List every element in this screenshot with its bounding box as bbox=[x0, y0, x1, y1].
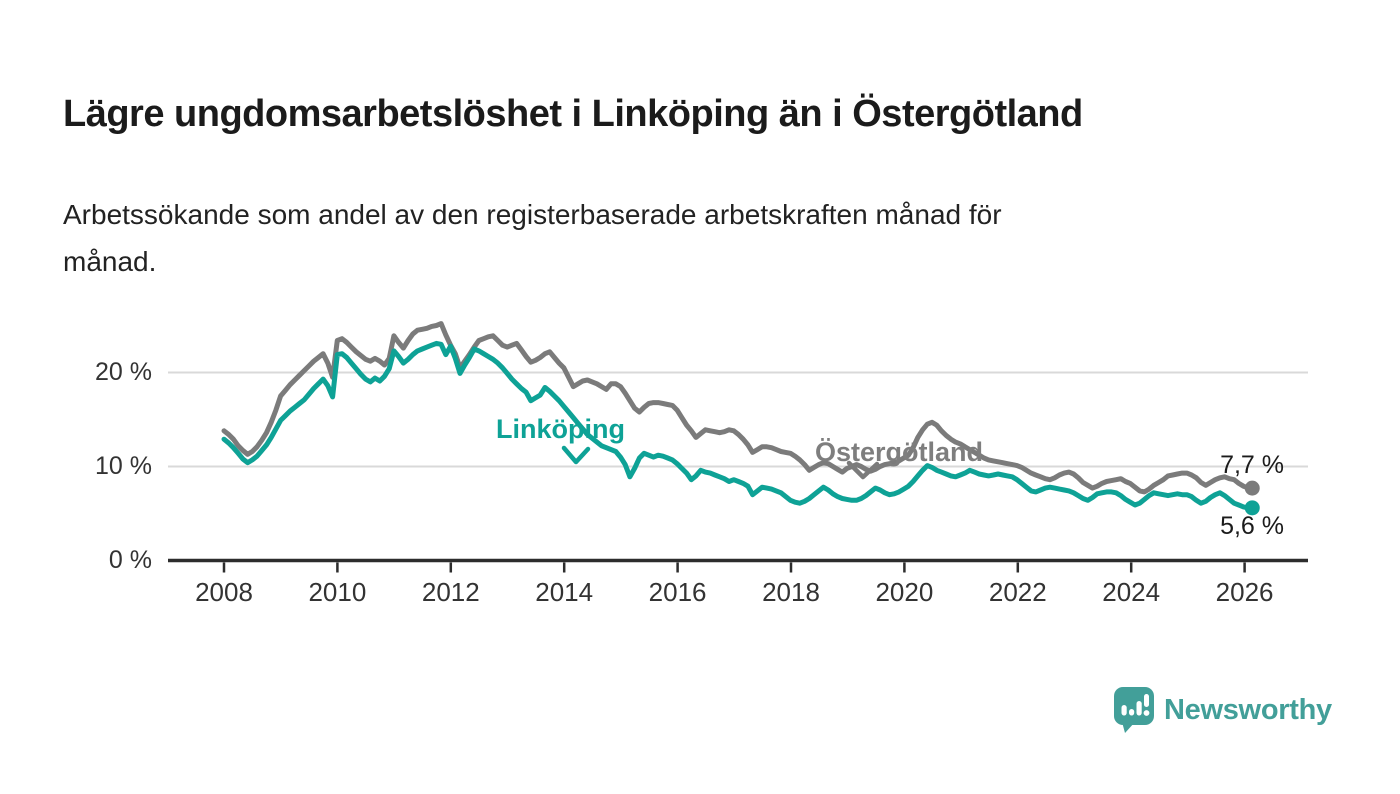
x-axis-tick-label: 2022 bbox=[988, 577, 1047, 607]
x-axis-tick-label: 2016 bbox=[648, 577, 707, 607]
x-axis-tick-label: 2014 bbox=[535, 577, 594, 607]
y-axis-tick-label: 0 % bbox=[108, 545, 152, 574]
linkoping-label-arrow-icon bbox=[561, 445, 591, 465]
newsworthy-wordmark: Newsworthy bbox=[1164, 693, 1332, 726]
series-label-linkoping: Linköping bbox=[496, 414, 625, 444]
y-axis-tick-label: 10 % bbox=[95, 451, 152, 480]
end-dot-linkoping bbox=[1244, 500, 1260, 516]
x-axis-tick-label: 2018 bbox=[762, 577, 820, 607]
x-axis-tick-label: 2020 bbox=[875, 577, 934, 607]
ostergotland-label-arrow-icon bbox=[846, 460, 880, 480]
x-axis-tick-label: 2024 bbox=[1102, 577, 1161, 607]
newsworthy-speech-bubble-bar-chart-icon bbox=[1114, 687, 1154, 733]
chart-title: Lägre ungdomsarbetslöshet i Linköping än… bbox=[63, 93, 1083, 136]
series-line-ostergotland bbox=[221, 321, 1251, 495]
x-axis-tick-label: 2008 bbox=[195, 577, 253, 607]
x-axis-tick-label: 2010 bbox=[308, 577, 367, 607]
x-axis-tick-label: 2026 bbox=[1215, 577, 1274, 607]
end-value-label-ostergotland: 7,7 % bbox=[1220, 451, 1284, 479]
newsworthy-logo: Newsworthy bbox=[1113, 686, 1332, 734]
x-axis-tick-label: 2012 bbox=[421, 577, 480, 607]
series-line-linkoping bbox=[221, 340, 1251, 511]
end-dot-ostergotland bbox=[1244, 480, 1260, 496]
end-value-label-linkoping: 5,6 % bbox=[1220, 512, 1284, 540]
y-axis-tick-label: 20 % bbox=[95, 357, 152, 386]
series-label-ostergotland: Östergötland bbox=[815, 437, 984, 467]
chart-subtitle: Arbetssökande som andel av den registerb… bbox=[63, 199, 1002, 277]
